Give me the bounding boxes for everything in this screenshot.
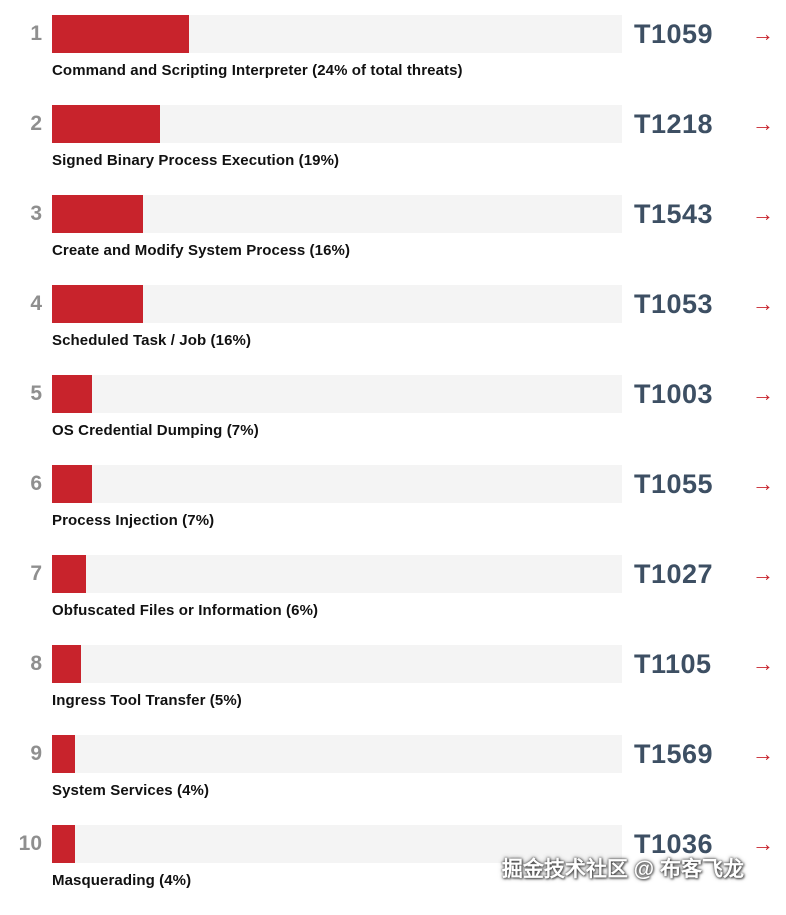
bar-fill bbox=[52, 645, 81, 683]
technique-id: T1218 bbox=[634, 109, 714, 139]
bar-track bbox=[52, 645, 622, 683]
bar-area: Create and Modify System Process (16%) bbox=[52, 195, 622, 259]
rank-number: 10 bbox=[18, 832, 42, 855]
bar-area: Obfuscated Files or Information (6%) bbox=[52, 555, 622, 619]
technique-id: T1543 bbox=[634, 199, 714, 229]
technique-row: 1 Command and Scripting Interpreter (24%… bbox=[0, 15, 786, 105]
arrow-right-icon[interactable]: → bbox=[752, 831, 774, 856]
arrow-right-icon[interactable]: → bbox=[752, 21, 774, 46]
bar-track bbox=[52, 195, 622, 233]
bar-fill bbox=[52, 105, 161, 143]
rank-number: 1 bbox=[30, 22, 42, 45]
bar-area: Ingress Tool Transfer (5%) bbox=[52, 645, 622, 709]
bar-area: Scheduled Task / Job (16%) bbox=[52, 285, 622, 349]
bar-fill bbox=[52, 285, 144, 323]
bar-area: Command and Scripting Interpreter (24% o… bbox=[52, 15, 622, 79]
arrow-right-icon[interactable]: → bbox=[752, 111, 774, 136]
technique-label: Obfuscated Files or Information (6%) bbox=[52, 602, 319, 619]
technique-id: T1105 bbox=[634, 649, 712, 679]
bar-track bbox=[52, 825, 622, 863]
arrow-right-icon[interactable]: → bbox=[752, 381, 774, 406]
technique-label: Process Injection (7%) bbox=[52, 512, 215, 529]
technique-row: 9 System Services (4%) T1569 → bbox=[0, 735, 786, 825]
watermark-text: 掘金技术社区 @ 布客飞龙 bbox=[501, 858, 744, 881]
arrow-right-icon[interactable]: → bbox=[752, 561, 774, 586]
technique-id: T1027 bbox=[634, 559, 714, 589]
rank-number: 5 bbox=[30, 382, 42, 405]
bar-track bbox=[52, 555, 622, 593]
bar-area: Signed Binary Process Execution (19%) bbox=[52, 105, 622, 169]
technique-id: T1036 bbox=[634, 829, 714, 859]
technique-label: OS Credential Dumping (7%) bbox=[52, 422, 259, 439]
technique-row: 8 Ingress Tool Transfer (5%) T1105 → bbox=[0, 645, 786, 735]
technique-id: T1053 bbox=[634, 289, 714, 319]
bar-fill bbox=[52, 375, 92, 413]
bar-area: Masquerading (4%) bbox=[52, 825, 622, 889]
bar-area: Process Injection (7%) bbox=[52, 465, 622, 529]
technique-label: Create and Modify System Process (16%) bbox=[52, 242, 351, 259]
technique-row: 10 Masquerading (4%) T1036 → bbox=[0, 825, 786, 915]
technique-row: 2 Signed Binary Process Execution (19%) … bbox=[0, 105, 786, 195]
technique-id: T1055 bbox=[634, 469, 714, 499]
bar-fill bbox=[52, 15, 189, 53]
arrow-right-icon[interactable]: → bbox=[752, 471, 774, 496]
technique-label: System Services (4%) bbox=[52, 782, 210, 799]
technique-row: 3 Create and Modify System Process (16%)… bbox=[0, 195, 786, 285]
bar-track bbox=[52, 375, 622, 413]
technique-id: T1569 bbox=[634, 739, 714, 769]
bar-track bbox=[52, 105, 622, 143]
rank-number: 9 bbox=[30, 742, 42, 765]
bar-fill bbox=[52, 555, 87, 593]
technique-label: Signed Binary Process Execution (19%) bbox=[52, 152, 340, 169]
technique-label: Ingress Tool Transfer (5%) bbox=[52, 692, 242, 709]
bar-track bbox=[52, 465, 622, 503]
bar-fill bbox=[52, 735, 75, 773]
rank-number: 3 bbox=[30, 202, 42, 225]
bar-track bbox=[52, 735, 622, 773]
technique-id: T1059 bbox=[634, 19, 714, 49]
rank-number: 2 bbox=[30, 112, 42, 135]
technique-label: Command and Scripting Interpreter (24% o… bbox=[52, 62, 463, 79]
technique-id: T1003 bbox=[634, 379, 714, 409]
arrow-right-icon[interactable]: → bbox=[752, 651, 774, 676]
rank-number: 7 bbox=[30, 562, 42, 585]
technique-row: 7 Obfuscated Files or Information (6%) T… bbox=[0, 555, 786, 645]
technique-label: Scheduled Task / Job (16%) bbox=[52, 332, 252, 349]
arrow-right-icon[interactable]: → bbox=[752, 291, 774, 316]
technique-row: 5 OS Credential Dumping (7%) T1003 → bbox=[0, 375, 786, 465]
technique-label: Masquerading (4%) bbox=[52, 872, 192, 889]
bar-area: System Services (4%) bbox=[52, 735, 622, 799]
bar-track bbox=[52, 285, 622, 323]
arrow-right-icon[interactable]: → bbox=[752, 201, 774, 226]
rank-number: 6 bbox=[30, 472, 42, 495]
bar-area: OS Credential Dumping (7%) bbox=[52, 375, 622, 439]
bar-track bbox=[52, 15, 622, 53]
bar-fill bbox=[52, 825, 75, 863]
technique-row: 4 Scheduled Task / Job (16%) T1053 → bbox=[0, 285, 786, 375]
rank-number: 4 bbox=[30, 292, 42, 315]
arrow-right-icon[interactable]: → bbox=[752, 741, 774, 766]
bar-fill bbox=[52, 195, 144, 233]
bar-fill bbox=[52, 465, 92, 503]
technique-row: 6 Process Injection (7%) T1055 → bbox=[0, 465, 786, 555]
rank-number: 8 bbox=[30, 652, 42, 675]
